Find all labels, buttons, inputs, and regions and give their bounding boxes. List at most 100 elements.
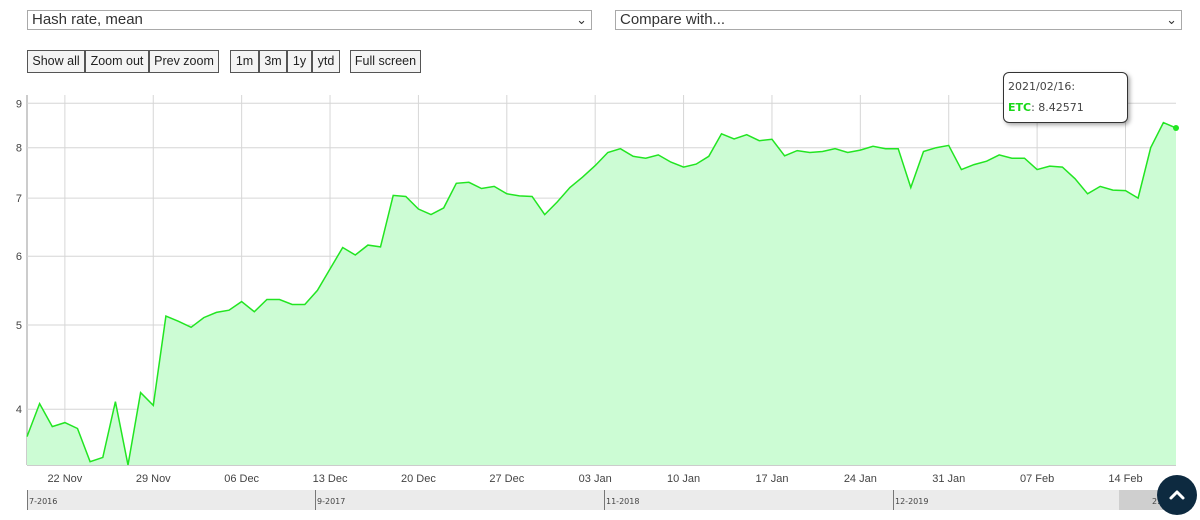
data-point[interactable] bbox=[76, 427, 80, 431]
data-point[interactable] bbox=[1136, 196, 1140, 200]
data-point[interactable] bbox=[783, 154, 787, 158]
data-point[interactable] bbox=[1086, 192, 1090, 196]
data-point[interactable] bbox=[669, 160, 673, 164]
metric-select[interactable]: Hash rate, mean ⌄ bbox=[27, 10, 592, 30]
zoom-out-button[interactable]: Zoom out bbox=[85, 50, 149, 73]
data-point[interactable] bbox=[480, 187, 484, 191]
data-point[interactable] bbox=[315, 288, 319, 292]
data-point[interactable] bbox=[442, 206, 446, 210]
data-point[interactable] bbox=[278, 298, 282, 302]
data-point[interactable] bbox=[454, 181, 458, 185]
data-point[interactable] bbox=[517, 194, 521, 198]
data-point[interactable] bbox=[101, 455, 105, 459]
data-point[interactable] bbox=[164, 314, 168, 318]
data-point[interactable] bbox=[227, 308, 231, 312]
data-point[interactable] bbox=[934, 146, 938, 150]
data-point[interactable] bbox=[720, 132, 724, 136]
data-point[interactable] bbox=[833, 147, 837, 151]
data-point[interactable] bbox=[1048, 164, 1052, 168]
data-point[interactable] bbox=[568, 186, 572, 190]
data-point[interactable] bbox=[656, 153, 660, 157]
data-point[interactable] bbox=[467, 180, 471, 184]
data-point[interactable] bbox=[1098, 184, 1102, 188]
data-point[interactable] bbox=[757, 139, 761, 143]
data-point[interactable] bbox=[202, 316, 206, 320]
data-point[interactable] bbox=[821, 150, 825, 154]
navigator-bar[interactable]: 7-2016 9-2017 11-2018 12-2019 2... bbox=[27, 490, 1177, 510]
full-screen-button[interactable]: Full screen bbox=[350, 50, 421, 73]
data-point[interactable] bbox=[38, 402, 42, 406]
data-point[interactable] bbox=[631, 154, 635, 158]
data-point[interactable] bbox=[985, 159, 989, 163]
data-point[interactable] bbox=[1149, 146, 1153, 150]
data-point[interactable] bbox=[492, 184, 496, 188]
data-point[interactable] bbox=[922, 150, 926, 154]
data-point[interactable] bbox=[947, 143, 951, 147]
data-point[interactable] bbox=[240, 300, 244, 304]
data-point[interactable] bbox=[808, 151, 812, 155]
hashrate-chart[interactable]: 4 5 6 7 8 9 22 Nov 29 Nov 06 Dec 13 Dec 20 Dec 27 … bbox=[0, 85, 1200, 485]
data-point[interactable] bbox=[303, 303, 307, 307]
data-point[interactable] bbox=[341, 246, 345, 250]
range-ytd-button[interactable]: ytd bbox=[312, 50, 340, 73]
data-point[interactable] bbox=[858, 148, 862, 152]
data-point[interactable] bbox=[682, 165, 686, 169]
data-point[interactable] bbox=[795, 149, 799, 153]
data-point[interactable] bbox=[1161, 121, 1165, 125]
data-point[interactable] bbox=[606, 151, 610, 155]
data-point[interactable] bbox=[543, 213, 547, 217]
data-point[interactable] bbox=[139, 391, 143, 395]
data-point[interactable] bbox=[189, 325, 193, 329]
data-point[interactable] bbox=[416, 207, 420, 211]
data-point[interactable] bbox=[732, 137, 736, 141]
data-point[interactable] bbox=[328, 267, 332, 271]
data-point[interactable] bbox=[555, 200, 559, 204]
data-point[interactable] bbox=[884, 147, 888, 151]
data-point[interactable] bbox=[745, 133, 749, 137]
data-point[interactable] bbox=[113, 400, 117, 404]
data-point[interactable] bbox=[1023, 156, 1027, 160]
data-point[interactable] bbox=[429, 213, 433, 217]
range-1m-button[interactable]: 1m bbox=[230, 50, 259, 73]
data-point[interactable] bbox=[63, 421, 67, 425]
data-point[interactable] bbox=[694, 162, 698, 166]
range-3m-button[interactable]: 3m bbox=[259, 50, 287, 73]
data-point[interactable] bbox=[366, 243, 370, 247]
data-point[interactable] bbox=[581, 175, 585, 179]
prev-zoom-button[interactable]: Prev zoom bbox=[149, 50, 219, 73]
data-point[interactable] bbox=[1035, 168, 1039, 172]
data-point[interactable] bbox=[290, 303, 294, 307]
scroll-to-top-button[interactable] bbox=[1157, 475, 1197, 515]
data-point[interactable] bbox=[505, 192, 509, 196]
data-point[interactable] bbox=[88, 460, 92, 464]
data-point[interactable] bbox=[214, 310, 218, 314]
range-1y-button[interactable]: 1y bbox=[287, 50, 312, 73]
data-point[interactable] bbox=[972, 163, 976, 167]
data-point[interactable] bbox=[871, 144, 875, 148]
data-point[interactable] bbox=[909, 186, 913, 190]
data-point[interactable] bbox=[1060, 165, 1064, 169]
data-point[interactable] bbox=[252, 310, 256, 314]
data-point[interactable] bbox=[50, 425, 54, 429]
data-point[interactable] bbox=[1010, 156, 1014, 160]
data-point[interactable] bbox=[177, 319, 181, 323]
data-point[interactable] bbox=[846, 151, 850, 155]
data-point[interactable] bbox=[1073, 177, 1077, 181]
data-point[interactable] bbox=[618, 147, 622, 151]
data-point[interactable] bbox=[151, 403, 155, 407]
data-point[interactable] bbox=[1124, 189, 1128, 193]
data-point[interactable] bbox=[126, 463, 130, 467]
data-point[interactable] bbox=[770, 137, 774, 141]
data-point[interactable] bbox=[404, 195, 408, 199]
data-point[interactable] bbox=[707, 154, 711, 158]
data-point[interactable] bbox=[530, 195, 534, 199]
data-point[interactable] bbox=[353, 253, 357, 257]
data-point[interactable] bbox=[1111, 188, 1115, 192]
data-point[interactable] bbox=[896, 147, 900, 151]
data-point[interactable] bbox=[593, 164, 597, 168]
data-point[interactable] bbox=[391, 193, 395, 197]
data-point[interactable] bbox=[379, 245, 383, 249]
data-point[interactable] bbox=[959, 168, 963, 172]
show-all-button[interactable]: Show all bbox=[27, 50, 85, 73]
compare-select[interactable]: Compare with... ⌄ bbox=[615, 10, 1182, 30]
